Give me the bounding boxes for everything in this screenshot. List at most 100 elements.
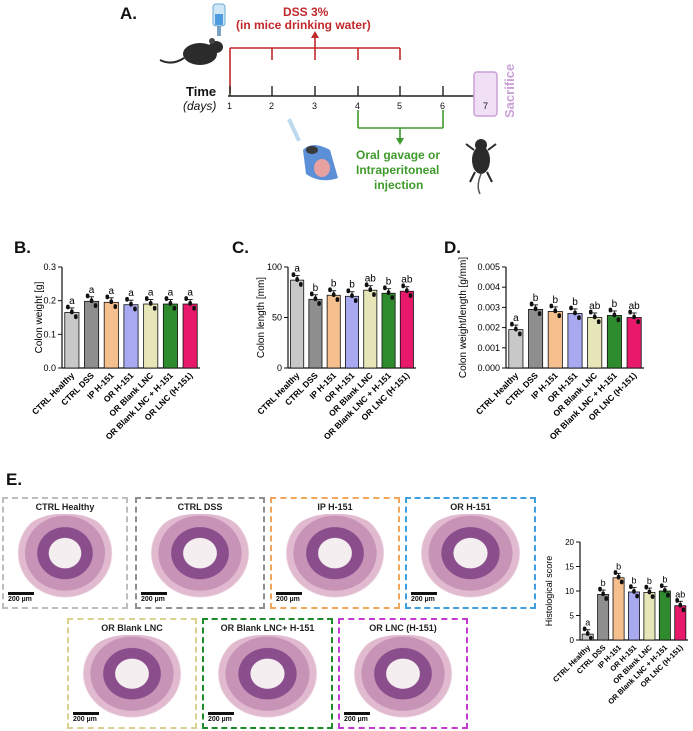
y-tick-label: 0.000 — [477, 363, 500, 373]
day-tick-2: 2 — [269, 101, 275, 111]
bar — [182, 303, 198, 369]
histology-title: CTRL DSS — [177, 502, 223, 512]
data-point — [372, 293, 376, 297]
data-point — [510, 322, 514, 327]
timeline-axis — [228, 86, 487, 97]
significance-letter: a — [128, 288, 134, 299]
day-tick-5: 5 — [397, 101, 403, 111]
data-point — [557, 314, 562, 319]
histology-title: OR Blank LNC — [101, 623, 163, 633]
data-point — [629, 585, 633, 590]
significance-letter: b — [386, 277, 392, 288]
data-point — [168, 302, 173, 306]
scale-bar: 200 µm — [208, 712, 234, 723]
data-point — [368, 288, 373, 293]
significance-letter: b — [662, 575, 667, 585]
significance-letter: ab — [675, 589, 685, 599]
significance-letter: b — [631, 576, 636, 586]
bar — [143, 303, 159, 369]
significance-letter: b — [533, 293, 539, 304]
significance-letter: ab — [629, 301, 641, 312]
days-label: (days) — [183, 99, 217, 113]
data-point — [635, 594, 639, 599]
injection-hand-icon — [287, 118, 338, 181]
significance-letter: b — [647, 576, 652, 586]
y-tick-label: 10 — [565, 587, 574, 596]
data-point — [144, 297, 149, 301]
bar — [587, 317, 603, 369]
bar — [626, 317, 642, 369]
significance-letter: a — [513, 313, 519, 324]
data-point — [353, 299, 358, 303]
data-point — [85, 294, 90, 299]
bar — [399, 290, 414, 369]
treatment-label-1: Oral gavage or — [356, 148, 441, 162]
y-tick-label: 0.3 — [43, 262, 56, 272]
histology-title: OR H-151 — [450, 502, 491, 512]
bar — [567, 313, 583, 369]
day-tick-1: 1 — [227, 101, 233, 111]
y-tick-label: 0.1 — [43, 329, 56, 339]
data-point — [678, 603, 683, 608]
data-point — [553, 309, 558, 314]
data-point — [598, 587, 602, 592]
bar — [658, 590, 671, 641]
data-point — [632, 590, 636, 594]
significance-letter: b — [601, 578, 606, 588]
data-point — [675, 599, 679, 603]
treatment-label-3: injection — [374, 178, 424, 192]
data-point — [604, 597, 609, 601]
histology-panel: IP H-151 200 µm — [270, 497, 400, 609]
mouse-drinking-icon — [159, 38, 223, 65]
scale-bar-line — [8, 592, 34, 595]
histology-panel: OR Blank LNC+ H-151 200 µm — [202, 618, 333, 729]
tissue-section — [13, 514, 117, 601]
data-point — [386, 291, 391, 296]
y-tick-label: 0.004 — [477, 282, 500, 292]
y-tick-label: 100 — [267, 262, 282, 272]
data-point — [514, 327, 518, 332]
y-axis-label: Colon weight/length [g/mm] — [458, 257, 469, 378]
y-tick-label: 50 — [272, 313, 282, 323]
data-point — [401, 284, 405, 289]
scale-bar-label: 200 µm — [141, 596, 165, 603]
histology-title: OR Blank LNC+ H-151 — [220, 623, 315, 633]
data-point — [632, 315, 636, 320]
bar — [345, 295, 359, 369]
bar — [643, 592, 656, 641]
bar — [528, 309, 544, 369]
histology-panel: OR Blank LNC 200 µm — [67, 618, 197, 729]
data-point — [295, 278, 299, 282]
bar — [547, 311, 563, 369]
data-point — [666, 593, 670, 598]
data-point — [647, 590, 652, 595]
data-point — [152, 307, 157, 311]
bar — [628, 591, 640, 641]
histology-panel: OR LNC (H-151) 200 µm — [338, 618, 468, 729]
data-point — [616, 318, 621, 323]
data-point — [518, 332, 522, 337]
significance-letter: ab — [589, 301, 601, 312]
data-point — [74, 315, 78, 320]
significance-letter: b — [612, 299, 618, 310]
significance-letter: b — [313, 283, 319, 294]
dss-label-2: (in mice drinking water) — [236, 18, 371, 32]
data-point — [164, 297, 169, 301]
data-point — [331, 293, 336, 298]
data-point — [364, 283, 369, 288]
scale-bar-line — [344, 712, 370, 715]
data-point — [533, 307, 538, 312]
data-point — [408, 294, 413, 298]
treatment-label-2: Intraperitoneal — [356, 163, 440, 177]
y-tick-label: 0.001 — [477, 343, 500, 353]
water-bottle-icon — [212, 3, 226, 36]
dss-bracket — [229, 31, 401, 93]
bar — [612, 577, 625, 641]
data-point — [317, 302, 321, 306]
scale-bar-line — [73, 712, 99, 715]
data-point — [636, 320, 640, 325]
bar — [84, 300, 100, 369]
significance-letter: a — [294, 264, 300, 275]
data-point — [133, 307, 137, 312]
